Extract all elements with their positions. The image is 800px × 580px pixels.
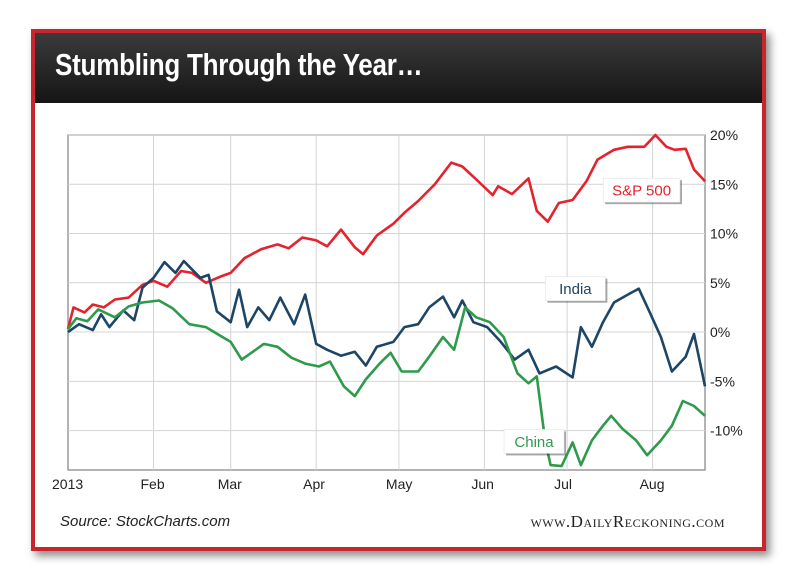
label-text: S&P 500 bbox=[612, 183, 671, 200]
x-tick-label: Aug bbox=[640, 476, 665, 492]
page-title: Stumbling Through the Year… bbox=[55, 47, 423, 82]
series-line-india bbox=[67, 259, 707, 387]
x-tick-label: Feb bbox=[140, 476, 164, 492]
x-tick-label: Jul bbox=[554, 476, 572, 492]
y-tick-label: 10% bbox=[710, 226, 738, 242]
x-tick-label: 2013 bbox=[52, 476, 83, 492]
header-bar: Stumbling Through the Year… bbox=[35, 33, 762, 103]
axis-ticks: 20% 15% 10% 5% 0% -5% -10% 2013 Feb Mar Apr May Jun J… bbox=[52, 127, 743, 492]
series-lines bbox=[66, 133, 707, 468]
series-label-china: China bbox=[503, 429, 567, 456]
series-line-s-p-500 bbox=[66, 133, 706, 330]
x-tick-label: Jun bbox=[471, 476, 494, 492]
brand-url: www.DailyReckoning.com bbox=[530, 512, 725, 531]
x-tick-label: Mar bbox=[218, 476, 242, 492]
label-text: China bbox=[514, 434, 554, 451]
x-tick-label: Apr bbox=[303, 476, 325, 492]
y-tick-label: 20% bbox=[710, 127, 738, 143]
series-label-s-p-500: S&P 500 bbox=[602, 177, 682, 205]
y-tick-label: -10% bbox=[710, 423, 743, 439]
grid bbox=[67, 134, 706, 471]
series-label-india: India bbox=[545, 276, 608, 303]
label-box bbox=[602, 177, 681, 203]
series-line-china bbox=[66, 299, 706, 468]
plot-area bbox=[67, 134, 706, 471]
x-tick-label: May bbox=[386, 476, 412, 492]
y-tick-label: -5% bbox=[710, 373, 735, 389]
label-box bbox=[545, 276, 606, 301]
y-tick-label: 0% bbox=[710, 324, 730, 340]
series-labels: S&P 500 India China bbox=[503, 177, 682, 456]
label-box bbox=[503, 429, 565, 454]
label-text: India bbox=[559, 281, 592, 298]
y-tick-label: 15% bbox=[710, 176, 738, 192]
y-tick-label: 5% bbox=[710, 275, 730, 291]
source-note: Source: StockCharts.com bbox=[60, 513, 231, 530]
